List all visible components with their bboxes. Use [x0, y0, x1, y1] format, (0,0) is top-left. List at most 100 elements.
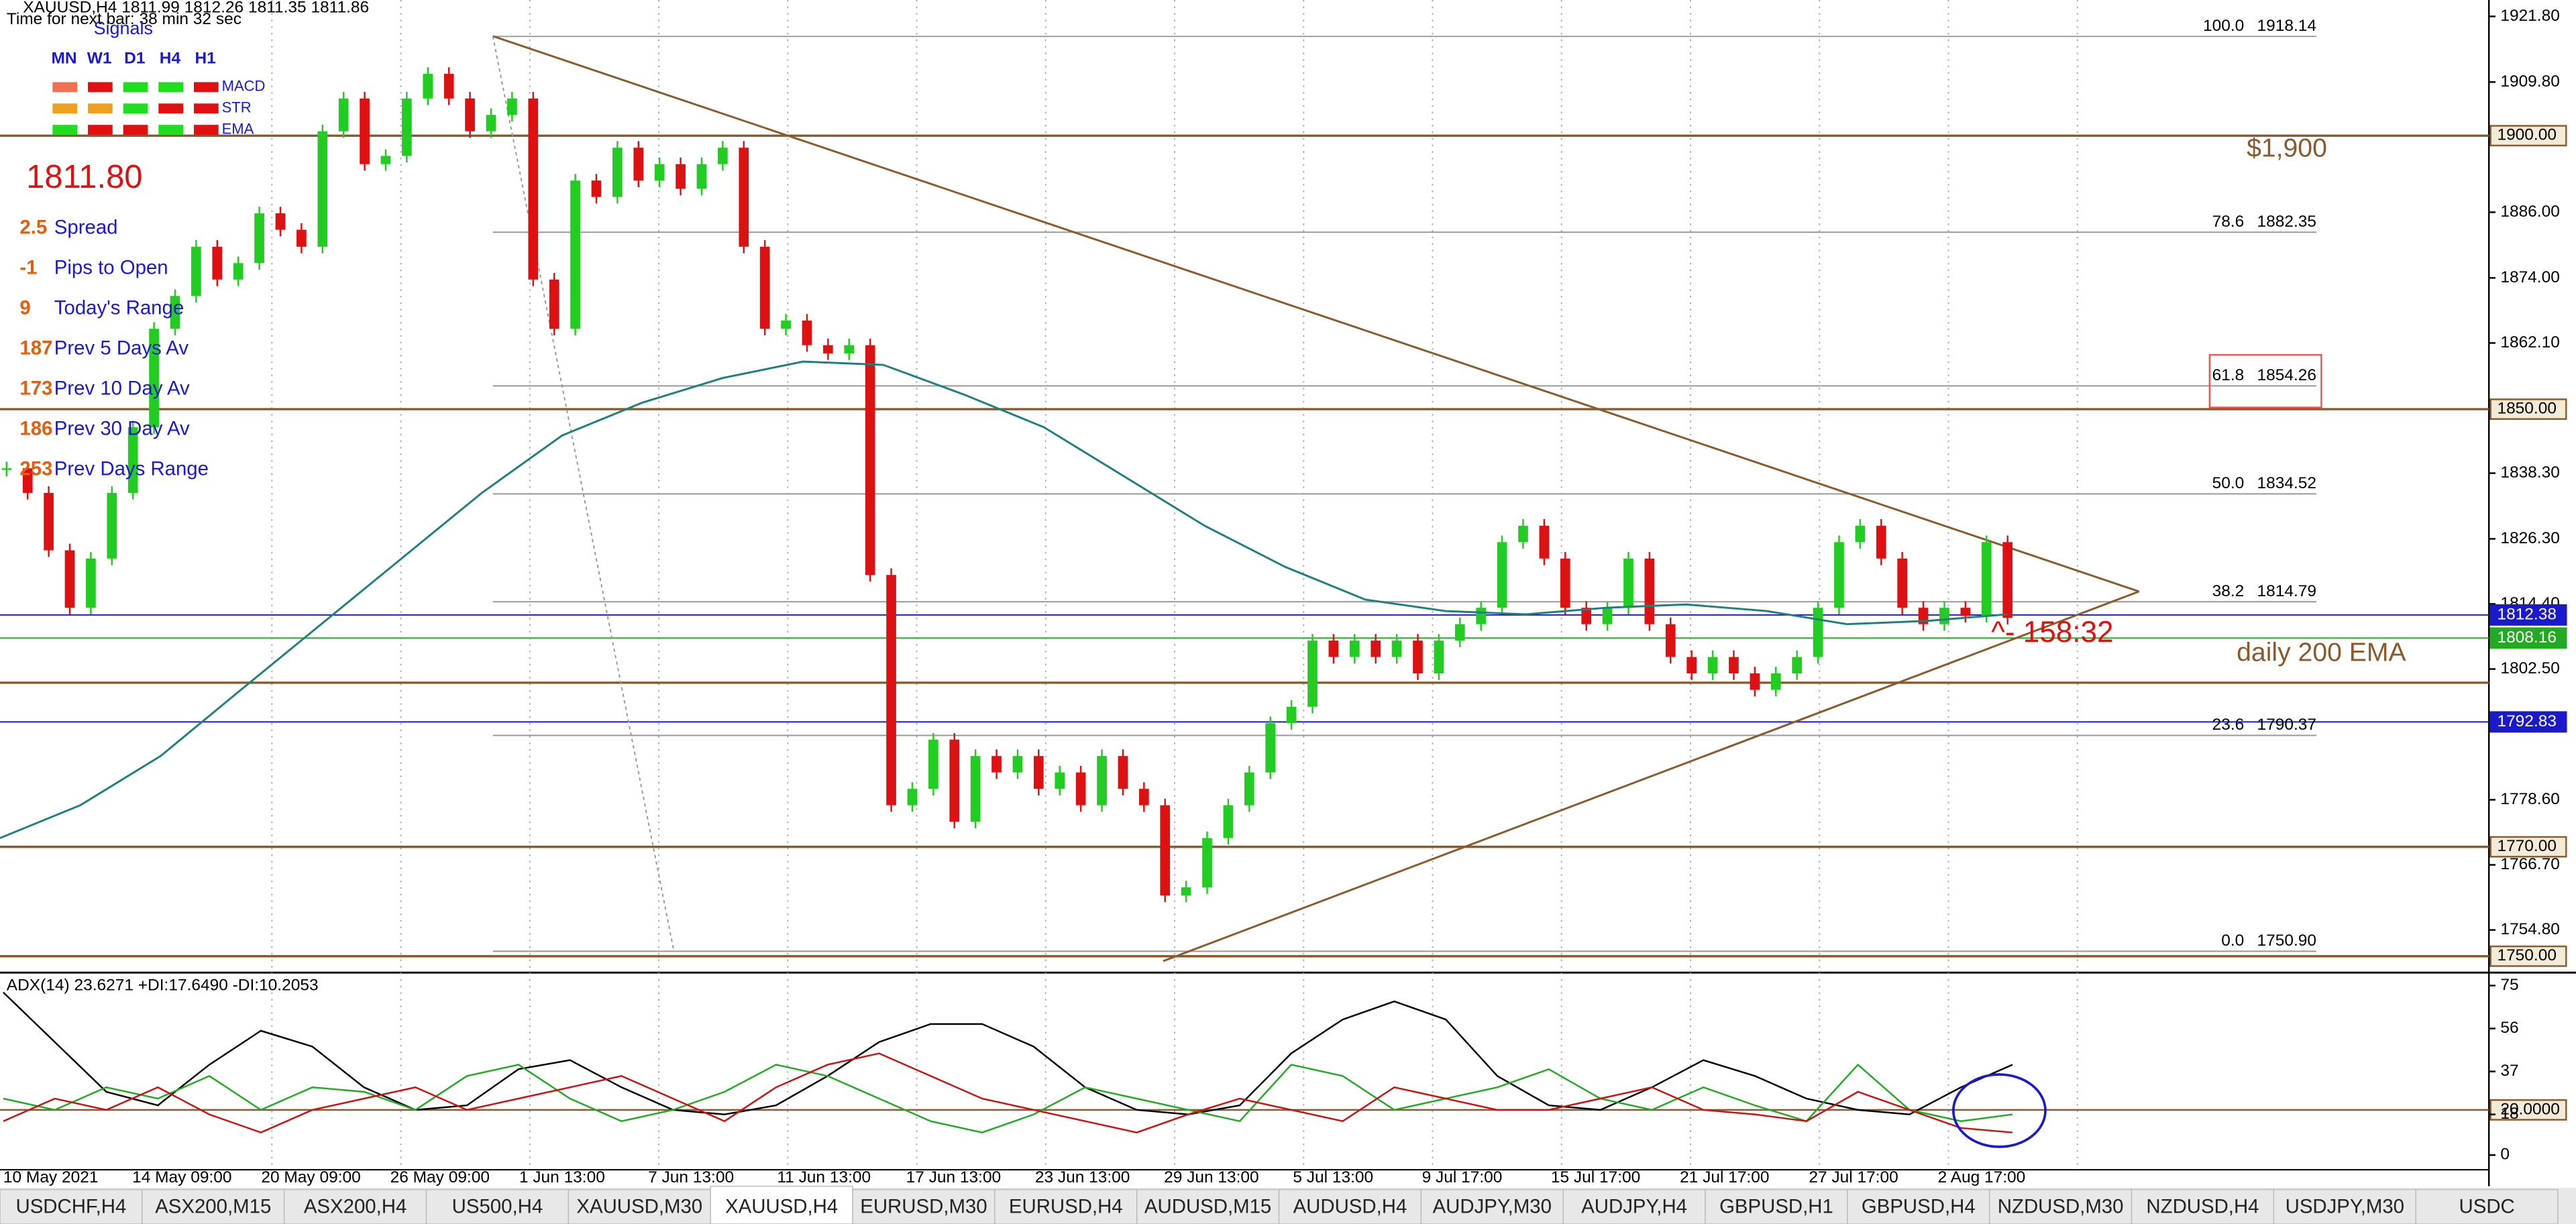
tab-label[interactable]: AUDUSD,M15 — [1144, 1195, 1271, 1217]
tab-label[interactable]: GBPUSD,H1 — [1719, 1195, 1833, 1217]
tab[interactable] — [1278, 1188, 1422, 1224]
signal-box — [52, 103, 78, 114]
candles — [0, 67, 2012, 902]
tab[interactable] — [2131, 1188, 2275, 1224]
candle — [1939, 608, 1949, 624]
x-tick-label: 2 Aug 17:00 — [1938, 1168, 2026, 1186]
candle — [2002, 542, 2012, 618]
candle — [1770, 673, 1781, 690]
candle — [696, 164, 707, 189]
tab[interactable] — [2415, 1188, 2559, 1224]
candle — [1244, 772, 1254, 805]
level-label: 1770.00 — [2497, 837, 2557, 855]
candle — [654, 164, 665, 181]
candle — [1223, 805, 1234, 838]
level-label: 1900.00 — [2497, 126, 2557, 144]
tab-label[interactable]: XAUUSD,M30 — [576, 1195, 702, 1217]
candle — [1391, 641, 1402, 657]
stat-value: 253 — [19, 457, 52, 480]
candle — [1371, 641, 1381, 657]
candle — [1792, 657, 1803, 674]
candle — [802, 320, 812, 345]
tab-label[interactable]: US500,H4 — [452, 1195, 543, 1217]
tab-bar: USDCHF,H4 ASX200,M15 ASX200,H4 US500,H4 XAUU… — [0, 1185, 2576, 1224]
signal-box — [158, 103, 184, 114]
tab-label[interactable]: EURUSD,H4 — [1009, 1195, 1123, 1217]
signal-box — [52, 82, 78, 93]
tab-label[interactable]: AUDJPY,M30 — [1433, 1195, 1552, 1217]
tab[interactable] — [142, 1188, 285, 1224]
fib-ratio: 38.2 — [2212, 582, 2245, 600]
tab-label[interactable]: AUDJPY,H4 — [1581, 1195, 1687, 1217]
candle — [1286, 706, 1297, 724]
tab-label[interactable]: XAUUSD,H4 — [725, 1195, 838, 1217]
candle — [549, 279, 559, 329]
candle — [1581, 608, 1592, 624]
fib-ratio: 23.6 — [2212, 716, 2245, 734]
x-tick-label: 5 Jul 13:00 — [1293, 1168, 1373, 1186]
tab-label[interactable]: USDCHF,H4 — [16, 1195, 127, 1217]
level-tag — [2489, 398, 2567, 421]
y-tick-label: 1886.00 — [2500, 203, 2560, 221]
candle — [297, 229, 307, 247]
candle — [1118, 756, 1128, 789]
signal-box — [123, 103, 148, 114]
candle — [1602, 608, 1613, 624]
y-tick-label: 1766.70 — [2500, 855, 2560, 873]
signal-box — [193, 125, 219, 135]
y-tick-label: 1802.50 — [2500, 659, 2560, 677]
signals-panel: MN W1 D1 H4 H1 MACD STR EMA — [51, 50, 265, 137]
y-tick-label: 20.0000 — [2500, 1100, 2560, 1118]
candle — [1876, 525, 1886, 559]
tab[interactable] — [1136, 1188, 1280, 1224]
tab-label[interactable]: EURUSD,M30 — [860, 1195, 987, 1217]
fib-ratio: 100.0 — [2203, 17, 2244, 35]
tab[interactable] — [2273, 1188, 2416, 1224]
tab[interactable] — [1988, 1188, 2133, 1224]
tab-label[interactable]: USDJPY,M30 — [2286, 1195, 2404, 1217]
tab-label[interactable]: AUDUSD,H4 — [1293, 1195, 1407, 1217]
tab-label[interactable]: NZDUSD,M30 — [1998, 1195, 2124, 1217]
y-tick-label: 1778.60 — [2500, 790, 2560, 808]
x-tick-label: 15 Jul 17:00 — [1551, 1168, 1640, 1186]
candle — [1413, 641, 1423, 674]
tab-label[interactable]: GBPUSD,H4 — [1862, 1195, 1976, 1217]
tab[interactable] — [852, 1188, 996, 1224]
stat-value: 2.5 — [19, 216, 47, 238]
fib-price: 1882.35 — [2257, 213, 2317, 231]
x-tick-label: 11 Jun 13:00 — [777, 1168, 871, 1186]
candle — [970, 756, 981, 822]
candle — [717, 148, 728, 164]
x-tick-label: 29 Jun 13:00 — [1164, 1168, 1259, 1186]
x-tick-label: 20 May 09:00 — [261, 1168, 360, 1186]
tab[interactable] — [994, 1188, 1138, 1224]
candle — [149, 329, 159, 428]
candle — [1897, 558, 1908, 608]
stat-label: Prev 10 Day Av — [54, 377, 190, 399]
tab-label[interactable]: ASX200,M15 — [155, 1195, 271, 1217]
candle — [212, 246, 223, 280]
candle — [1518, 525, 1528, 543]
tab-label[interactable]: USDC — [2459, 1195, 2515, 1217]
tab[interactable] — [710, 1185, 853, 1224]
tab[interactable] — [568, 1188, 711, 1224]
candle — [338, 98, 349, 131]
tab[interactable] — [1420, 1188, 1564, 1224]
candle — [528, 98, 539, 280]
level-label: 1812.38 — [2497, 605, 2557, 623]
tab[interactable] — [425, 1188, 570, 1224]
level-tag — [2489, 836, 2567, 858]
tab-label[interactable]: ASX200,H4 — [304, 1195, 407, 1217]
candle — [507, 98, 517, 115]
x-tick-label: 21 Jul 17:00 — [1680, 1168, 1769, 1186]
tab[interactable] — [1847, 1188, 1990, 1224]
tab-label[interactable]: NZDUSD,H4 — [2146, 1195, 2259, 1217]
signal-row-label: STR — [222, 99, 252, 116]
level-tag — [2489, 627, 2567, 649]
tab[interactable] — [283, 1188, 427, 1224]
y-tick-label: 75 — [2500, 976, 2518, 994]
candle — [570, 180, 580, 329]
signals-title: Signals — [94, 18, 153, 38]
